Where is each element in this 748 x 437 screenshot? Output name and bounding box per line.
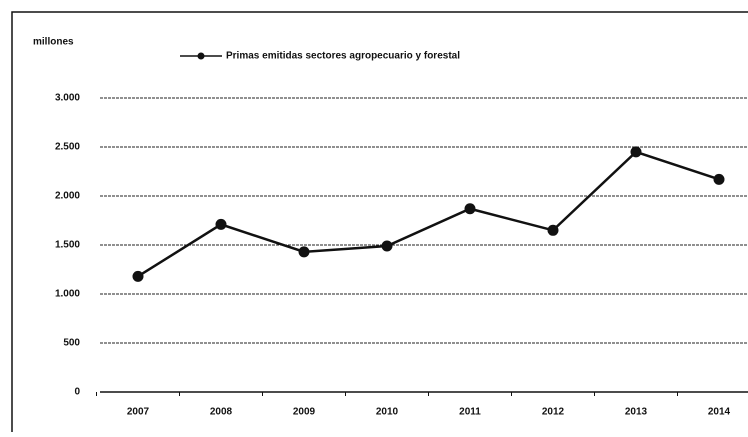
y-tick-label: 1.000 [55, 289, 80, 300]
data-point [547, 224, 559, 236]
x-tick-label: 2011 [459, 407, 481, 418]
x-tick-label: 2014 [708, 407, 731, 418]
y-tick-label: 500 [63, 338, 80, 349]
y-tick-label: 1.500 [55, 240, 80, 251]
data-point [381, 240, 393, 252]
chart-frame [11, 11, 748, 432]
data-point [298, 246, 310, 258]
legend-marker [197, 52, 205, 60]
x-tick-label: 2010 [376, 407, 399, 418]
data-line [137, 150, 720, 278]
data-point [630, 146, 642, 158]
legend-label: Primas emitidas sectores agropecuario y … [226, 51, 460, 62]
x-tick-label: 2008 [210, 407, 233, 418]
data-point [464, 203, 476, 215]
y-tick-label: 2.500 [55, 142, 80, 153]
y-tick-label: 3.000 [55, 93, 80, 104]
y-tick-label: 0 [74, 387, 80, 398]
x-tick-label: 2009 [293, 407, 316, 418]
data-point [215, 218, 227, 230]
x-tick-label: 2013 [625, 407, 648, 418]
data-point [713, 173, 725, 185]
x-tick-label: 2012 [542, 407, 565, 418]
x-tick-label: 2007 [127, 407, 150, 418]
y-axis-label: millones [33, 37, 74, 48]
data-point [132, 270, 144, 282]
y-tick-label: 2.000 [55, 191, 80, 202]
